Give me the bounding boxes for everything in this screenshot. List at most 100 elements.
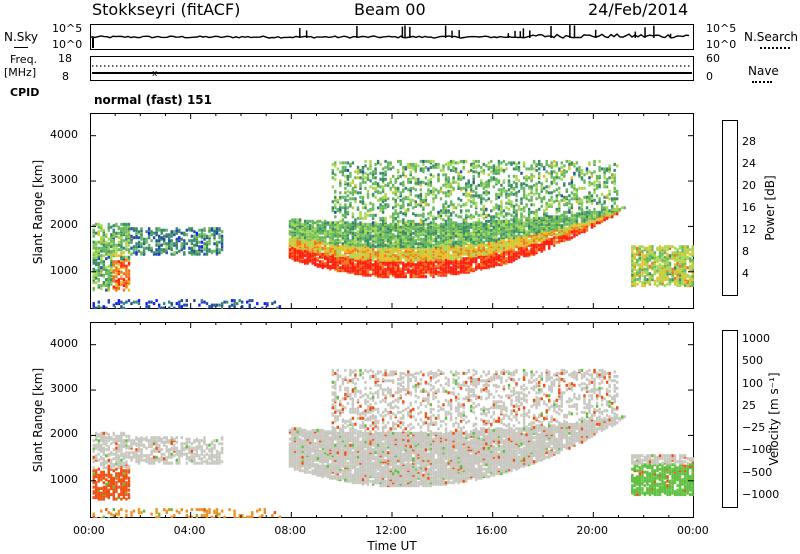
power-cell [417,213,420,217]
power-cell [140,251,143,255]
power-cell [394,275,397,279]
power-cell [485,254,488,258]
power-cell [442,231,445,235]
power-cell [485,236,488,240]
power-cell [507,161,511,165]
power-cell [452,254,455,258]
power-cell [369,185,372,189]
power-cell [422,272,425,276]
power-cell [122,281,126,285]
power-cell [558,176,561,180]
power-cell [329,221,332,225]
power-cell [480,263,483,267]
power-cell [465,221,468,225]
power-cell [100,257,103,261]
power-cell [462,203,465,207]
power-cell [439,266,443,270]
power-cell [263,302,266,306]
power-cell [344,237,347,241]
power-cell [502,251,506,255]
power-cell [399,159,402,163]
power-cell [480,227,483,231]
power-cell [512,192,516,196]
power-cell [502,239,506,243]
power-cell [452,210,455,214]
power-cell [515,194,518,198]
power-cell [593,170,596,174]
power-cell [452,176,455,180]
power-cell [444,266,448,270]
power-cell [95,222,98,226]
power-cell [387,167,390,171]
power-cell [339,255,342,259]
power-cell [538,192,541,196]
power-cell [449,270,453,274]
power-cell [97,246,100,250]
power-cell [422,212,425,216]
power-cell [356,191,360,195]
power-cell [336,258,339,262]
power-cell [412,254,415,258]
power-cell [492,225,496,229]
power-cell [288,219,292,223]
power-cell [369,261,372,265]
power-cell [384,272,387,276]
power-cell [447,189,450,193]
power-cell [505,162,508,166]
power-cell [502,159,506,163]
power-cell [593,198,596,202]
power-cell [515,162,518,166]
power-cell [392,261,395,265]
power-cell [389,261,392,265]
power-cell [354,231,357,235]
power-cell [389,254,392,258]
power-cell [409,165,412,169]
power-cell [427,248,430,252]
power-cell [482,171,485,175]
power-cell [394,255,397,259]
power-cell [417,194,420,198]
power-cell [117,231,121,235]
power-cell [379,185,382,189]
power-cell [588,170,591,174]
power-cell [600,192,604,196]
power-cell [381,263,385,267]
power-cell [356,222,360,226]
power-cell [530,210,533,214]
power-cell [366,222,370,226]
power-cell [110,261,113,265]
power-cell [344,257,347,261]
power-cell [454,270,458,274]
power-cell [467,215,470,219]
power-cell [457,260,460,264]
power-cell [100,246,103,250]
power-cell [208,242,211,246]
power-cell [336,269,339,273]
power-cell [404,263,407,267]
power-cell [354,236,357,240]
power-cell [510,254,513,258]
power-cell [517,168,521,172]
power-cell [351,206,355,210]
power-cell [236,302,239,306]
power-cell [331,185,334,189]
power-cell [502,209,506,213]
power-cell [538,173,541,177]
power-cell [384,170,387,174]
power-cell [296,239,299,243]
power-cell [314,258,317,262]
power-cell [568,159,571,163]
power-cell [107,276,110,280]
power-cell [399,243,402,247]
power-cell [424,248,428,252]
power-cell [500,260,503,264]
power-cell [497,254,501,258]
power-cell [427,222,430,226]
power-cell [366,231,370,235]
power-cell [170,302,173,306]
power-cell [459,209,463,213]
power-cell [336,167,339,171]
power-cell [530,174,533,178]
power-cell [454,254,458,258]
power-cell [306,257,309,261]
